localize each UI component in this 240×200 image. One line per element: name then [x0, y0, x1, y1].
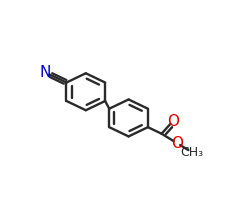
Text: CH₃: CH₃: [180, 146, 203, 159]
Text: O: O: [167, 114, 179, 129]
Text: O: O: [171, 136, 183, 151]
Text: N: N: [39, 65, 51, 80]
